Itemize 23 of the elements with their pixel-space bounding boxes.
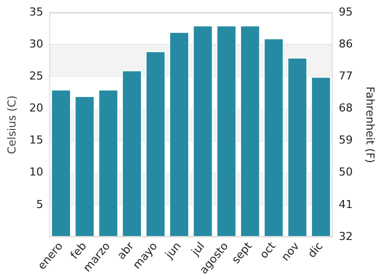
y2-tick-label: 77 bbox=[338, 70, 353, 83]
y-tick-label: 5 bbox=[36, 198, 44, 211]
y2-axis-title: Fahrenheit (F) bbox=[364, 86, 377, 164]
y2-tick-label: 41 bbox=[338, 198, 353, 211]
y-tick-label: 10 bbox=[29, 166, 44, 179]
y-axis-title: Celsius (C) bbox=[5, 95, 18, 154]
y-tick-label: 20 bbox=[29, 102, 44, 115]
y-tick-label: 30 bbox=[29, 38, 44, 51]
x-tick-label: feb bbox=[68, 240, 90, 262]
y-tick-label: 15 bbox=[29, 134, 44, 147]
y2-tick-label: 59 bbox=[338, 134, 353, 147]
x-tick-label: dic bbox=[305, 240, 326, 260]
y-tick-label: 25 bbox=[29, 70, 44, 83]
y2-tick-label: 32 bbox=[338, 230, 353, 243]
y2-tick-label: 50 bbox=[338, 166, 353, 179]
y2-tick-label: 68 bbox=[338, 102, 353, 115]
y2-tick-label: 86 bbox=[338, 38, 353, 51]
x-tick-label: oct bbox=[257, 239, 279, 262]
y2-tick-label: 95 bbox=[338, 5, 353, 18]
x-tick-label: abr bbox=[114, 239, 137, 262]
y-tick-label: 35 bbox=[29, 5, 44, 18]
x-tick-label: nov bbox=[278, 239, 302, 264]
x-tick-label: jun bbox=[162, 240, 184, 262]
